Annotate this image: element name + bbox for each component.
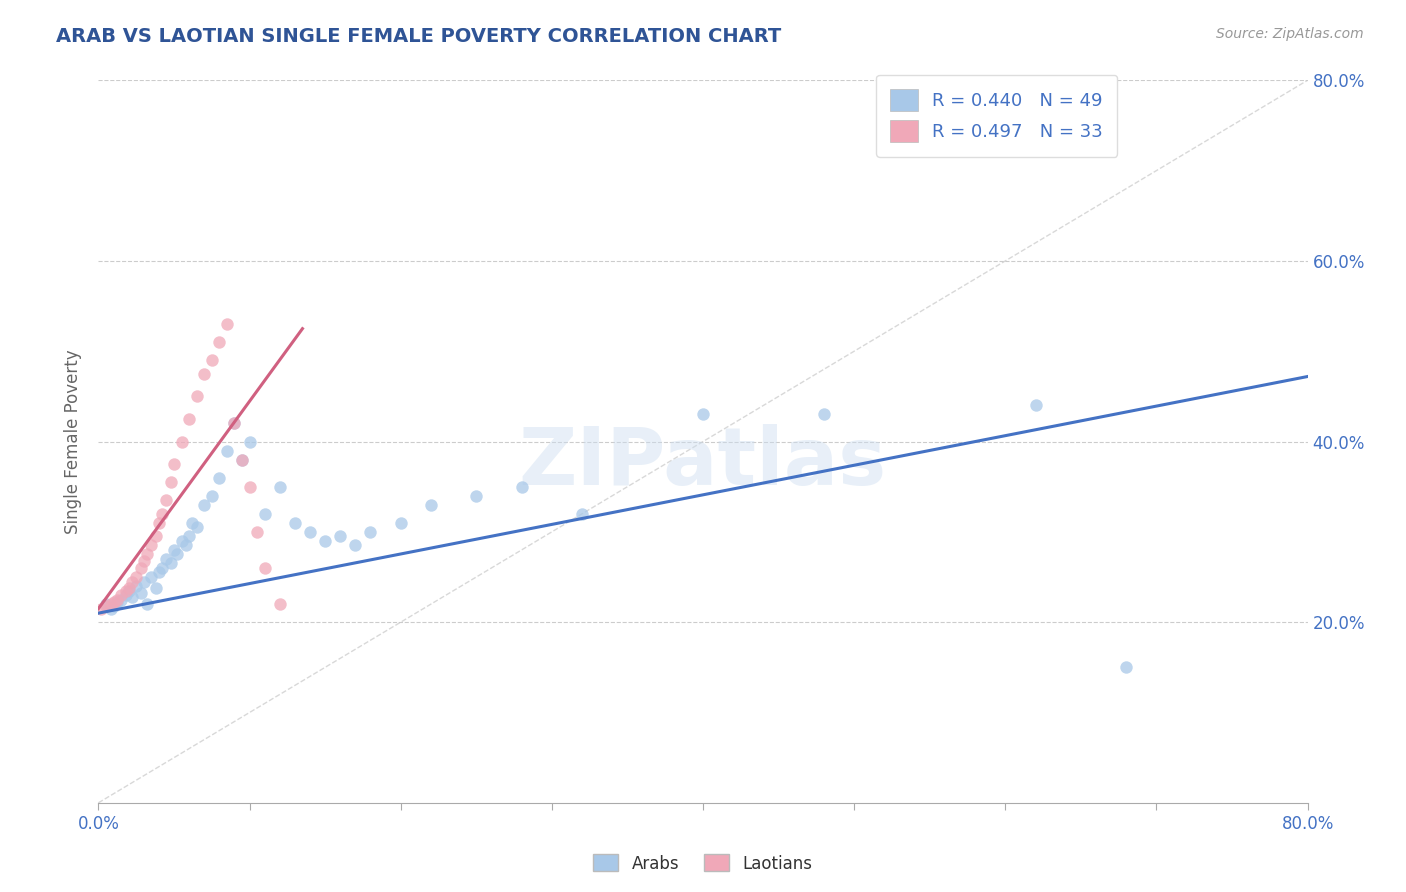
Point <box>269 597 291 611</box>
Legend: R = 0.440   N = 49, R = 0.497   N = 33: R = 0.440 N = 49, R = 0.497 N = 33 <box>876 75 1118 157</box>
Point <box>253 561 276 575</box>
Point <box>1024 398 1046 412</box>
Point <box>231 452 253 467</box>
Point <box>118 581 141 595</box>
Y-axis label: Single Female Poverty: Single Female Poverty <box>65 350 83 533</box>
Point <box>114 588 136 602</box>
Point <box>174 538 197 552</box>
Point <box>94 597 117 611</box>
Point <box>510 480 533 494</box>
Point <box>148 566 170 580</box>
Point <box>100 601 122 615</box>
Point <box>163 457 186 471</box>
Point <box>125 579 148 593</box>
Point <box>129 561 152 575</box>
Point <box>135 548 157 562</box>
Point <box>105 595 128 609</box>
Point <box>208 335 231 350</box>
Point <box>148 516 170 530</box>
Point <box>201 353 224 368</box>
Point <box>132 554 155 568</box>
Point <box>145 529 167 543</box>
Point <box>186 389 208 403</box>
Point <box>389 516 412 530</box>
Point <box>163 542 186 557</box>
Point <box>215 317 238 331</box>
Legend: Arabs, Laotians: Arabs, Laotians <box>586 847 820 880</box>
Point <box>105 592 128 607</box>
Point <box>132 574 155 589</box>
Text: Source: ZipAtlas.com: Source: ZipAtlas.com <box>1216 27 1364 41</box>
Point <box>193 498 215 512</box>
Point <box>103 595 125 609</box>
Point <box>121 574 143 589</box>
Point <box>215 443 238 458</box>
Point <box>201 489 224 503</box>
Point <box>145 581 167 595</box>
Point <box>90 601 112 615</box>
Point <box>150 507 173 521</box>
Point <box>125 570 148 584</box>
Point <box>160 557 183 571</box>
Text: ARAB VS LAOTIAN SINGLE FEMALE POVERTY CORRELATION CHART: ARAB VS LAOTIAN SINGLE FEMALE POVERTY CO… <box>56 27 782 45</box>
Point <box>314 533 336 548</box>
Point <box>239 434 262 449</box>
Point <box>231 452 253 467</box>
Point <box>170 434 193 449</box>
Point <box>121 590 143 604</box>
Point <box>420 498 443 512</box>
Point <box>344 538 367 552</box>
Point <box>100 597 122 611</box>
Point <box>269 480 291 494</box>
Point <box>114 583 136 598</box>
Point <box>155 493 177 508</box>
Point <box>193 367 215 381</box>
Point <box>813 408 835 422</box>
Point <box>465 489 488 503</box>
Point <box>329 529 352 543</box>
Point <box>246 524 269 539</box>
Point <box>179 412 201 426</box>
Text: ZIPatlas: ZIPatlas <box>519 425 887 502</box>
Point <box>571 507 593 521</box>
Point <box>135 597 157 611</box>
Point <box>160 475 183 490</box>
Point <box>299 524 322 539</box>
Point <box>179 529 201 543</box>
Point <box>239 480 262 494</box>
Point <box>284 516 307 530</box>
Point <box>141 570 163 584</box>
Point <box>166 548 188 562</box>
Point <box>1115 660 1137 674</box>
Point <box>110 588 132 602</box>
Point <box>150 561 173 575</box>
Point <box>129 586 152 600</box>
Point <box>224 417 246 431</box>
Point <box>181 516 204 530</box>
Point <box>170 533 193 548</box>
Point <box>141 538 163 552</box>
Point <box>186 520 208 534</box>
Point <box>692 408 714 422</box>
Point <box>110 592 132 607</box>
Point <box>155 552 177 566</box>
Point <box>208 471 231 485</box>
Point <box>224 417 246 431</box>
Point <box>118 583 141 598</box>
Point <box>253 507 276 521</box>
Point <box>103 599 125 613</box>
Point <box>360 524 382 539</box>
Point <box>94 599 117 613</box>
